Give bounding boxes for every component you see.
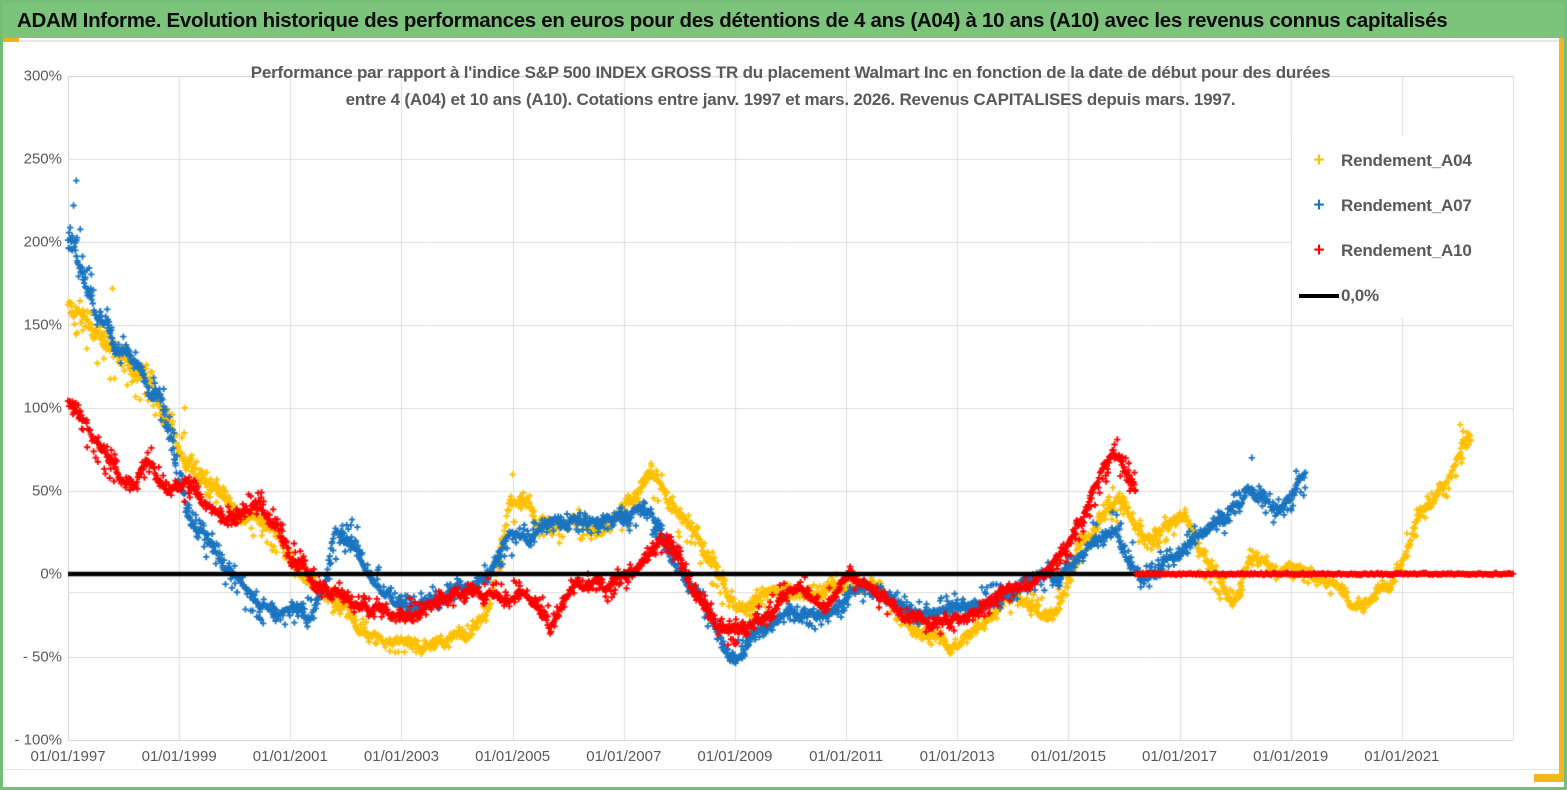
legend-item-a10: + Rendement_A10: [1292, 228, 1513, 273]
x-tick-label: 01/01/2009: [697, 748, 773, 765]
chart-legend: + Rendement_A04 + Rendement_A07 + Rendem…: [1292, 136, 1513, 318]
zero-line-icon: [1299, 293, 1339, 298]
y-tick-label: 200%: [23, 233, 62, 251]
legend-item-zero-line: 0,0%: [1292, 273, 1513, 318]
legend-label: Rendement_A04: [1341, 150, 1472, 170]
x-tick-label: 01/01/2013: [919, 748, 995, 765]
gold-accent-left: [3, 38, 19, 42]
y-tick-label: 150%: [23, 316, 62, 334]
y-tick-label: 300%: [23, 67, 62, 85]
legend-item-a07: + Rendement_A07: [1292, 183, 1513, 228]
x-tick-label: 01/01/2001: [252, 748, 328, 765]
legend-label: 0,0%: [1341, 285, 1379, 305]
chart-title-line-2: entre 4 (A04) et 10 ans (A10). Cotations…: [345, 90, 1236, 109]
x-tick-label: 01/01/2015: [1030, 748, 1106, 765]
x-tick-label: 01/01/2005: [475, 748, 551, 765]
gold-accent-corner: [1534, 774, 1565, 782]
legend-label: Rendement_A10: [1341, 240, 1472, 260]
app-title-bar: ADAM Informe. Evolution historique des p…: [3, 3, 1564, 38]
x-tick-label: 01/01/2011: [809, 748, 884, 765]
chart-title-line-1: Performance par rapport à l'indice S&P 5…: [250, 63, 1331, 82]
plus-marker-icon: +: [1313, 150, 1325, 171]
y-tick-label: - 100%: [14, 731, 62, 749]
chart-title: Performance par rapport à l'indice S&P 5…: [68, 59, 1513, 113]
x-tick-label: 01/01/2017: [1141, 748, 1218, 765]
y-tick-label: 100%: [23, 399, 62, 417]
y-tick-label: 250%: [23, 150, 62, 168]
x-tick-label: 01/01/1997: [30, 748, 106, 765]
gold-accent-right: [1559, 38, 1565, 782]
y-tick-label: 50%: [31, 482, 62, 500]
x-tick-label: 01/01/2019: [1253, 748, 1329, 765]
report-title: ADAM Informe. Evolution historique des p…: [17, 8, 1448, 32]
plus-marker-icon: +: [1313, 240, 1325, 261]
x-tick-label: 01/01/2003: [363, 748, 439, 765]
legend-label: Rendement_A07: [1341, 195, 1472, 215]
x-tick-label: 01/01/2021: [1364, 748, 1440, 765]
y-tick-label: - 50%: [22, 648, 62, 666]
x-tick-label: 01/01/2007: [586, 748, 662, 765]
y-tick-label: 0%: [40, 565, 62, 583]
legend-item-a04: + Rendement_A04: [1292, 138, 1513, 183]
plus-marker-icon: +: [1313, 195, 1325, 216]
x-tick-label: 01/01/1999: [141, 748, 217, 765]
